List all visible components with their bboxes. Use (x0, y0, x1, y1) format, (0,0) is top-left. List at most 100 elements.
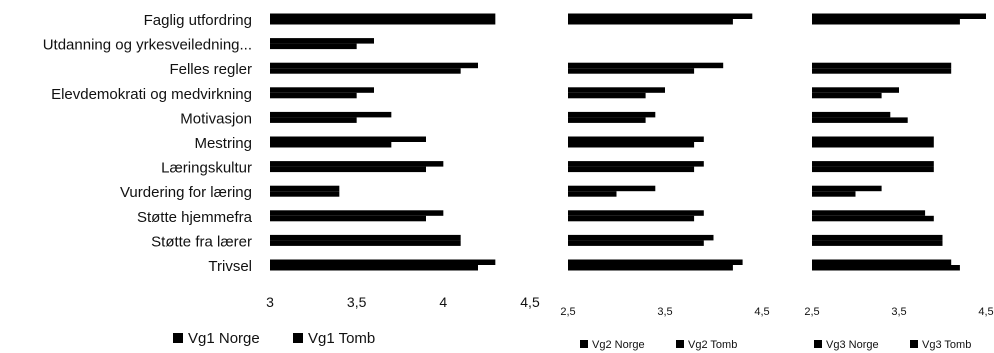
x-tick-label: 3,5 (657, 306, 672, 318)
category-label: Felles regler (169, 61, 252, 78)
bar (270, 68, 461, 74)
bar (568, 210, 704, 216)
bar (270, 62, 478, 69)
bar (270, 191, 340, 197)
category-label: Støtte fra lærer (151, 233, 252, 250)
bar (270, 259, 496, 265)
legend-label: Vg1 Tomb (308, 330, 375, 347)
bar (568, 87, 665, 93)
bar (270, 38, 374, 44)
category-label: Mestring (194, 135, 252, 152)
legends: Vg1 Norge Vg1 Tomb Vg2 Norge Vg2 Tomb Vg3 No… (173, 330, 971, 351)
legend-label: Vg1 Norge (188, 330, 260, 347)
bar (568, 68, 695, 74)
bar (568, 111, 656, 118)
bar (812, 68, 952, 74)
bar (568, 117, 646, 123)
legend-label: Vg3 Tomb (922, 339, 971, 351)
bar (270, 13, 496, 19)
x-tick-label: 2,5 (804, 306, 819, 318)
bar (812, 92, 882, 99)
bar (812, 265, 960, 271)
bar (812, 185, 882, 192)
bar (270, 185, 340, 192)
x-tick-label: 2,5 (560, 306, 575, 318)
x-tick-label: 4,5 (754, 306, 769, 318)
bar (270, 19, 496, 25)
legend-label: Vg3 Norge (826, 339, 879, 351)
bar (812, 117, 908, 123)
bar (270, 240, 461, 246)
x-tick-label: 3,5 (891, 306, 906, 318)
legend-swatch (173, 333, 183, 343)
bar (270, 136, 426, 142)
x-tick-label: 3 (266, 294, 274, 310)
bar (270, 87, 374, 93)
bar (568, 92, 646, 99)
bar (270, 117, 357, 123)
bar (812, 62, 952, 69)
bar (568, 19, 733, 25)
bar (270, 210, 444, 216)
bar (812, 215, 934, 222)
bar (812, 142, 934, 148)
bar (568, 142, 695, 148)
bar (568, 191, 617, 197)
bar (568, 259, 743, 265)
bar (568, 62, 724, 69)
category-label: Faglig utfordring (144, 12, 252, 29)
bar (812, 210, 926, 216)
bar (270, 92, 357, 99)
bar (568, 185, 656, 192)
bar (568, 166, 695, 173)
legend-swatch (580, 340, 588, 348)
legend-swatch (910, 340, 918, 348)
bars (270, 13, 986, 271)
bar (270, 234, 461, 241)
bar (270, 215, 426, 222)
legend-swatch (293, 333, 303, 343)
x-axis-ticks: 3 3,5 4 4,5 2,5 3,5 4,5 2,5 3,5 4,5 (266, 294, 994, 318)
bar (812, 19, 960, 25)
bar (568, 161, 704, 167)
bar (812, 166, 934, 173)
x-tick-label: 4 (439, 294, 447, 310)
bar (270, 142, 392, 148)
bar (270, 111, 392, 118)
bar (812, 87, 899, 93)
legend-swatch (814, 340, 822, 348)
bar (812, 161, 934, 167)
bar (812, 111, 891, 118)
bar (812, 259, 952, 265)
category-label: Utdanning og yrkesveiledning... (43, 37, 252, 54)
x-tick-label: 4,5 (978, 306, 993, 318)
bar (812, 234, 943, 241)
bar (270, 166, 426, 173)
legend-swatch (676, 340, 684, 348)
category-label: Vurdering for læring (120, 184, 252, 201)
bar (568, 13, 753, 19)
category-label: Trivsel (208, 258, 252, 275)
bar (568, 265, 733, 271)
bar (568, 240, 704, 246)
x-tick-label: 4,5 (520, 294, 540, 310)
bar (812, 191, 856, 197)
category-label: Elevdemokrati og medvirkning (51, 86, 252, 103)
bar (812, 240, 943, 246)
bar (568, 234, 714, 241)
bar (568, 215, 695, 222)
bar (270, 43, 357, 50)
x-tick-label: 3,5 (347, 294, 367, 310)
bar (812, 13, 986, 19)
bar (270, 265, 478, 271)
bar (812, 136, 934, 142)
category-label: Motivasjon (180, 110, 252, 127)
bar (568, 136, 704, 142)
category-label: Støtte hjemmefra (137, 209, 253, 226)
legend-label: Vg2 Norge (592, 339, 645, 351)
category-labels: Faglig utfordring Utdanning og yrkesveile… (43, 12, 253, 275)
category-label: Læringskultur (161, 160, 252, 177)
bar (270, 161, 444, 167)
legend-label: Vg2 Tomb (688, 339, 737, 351)
